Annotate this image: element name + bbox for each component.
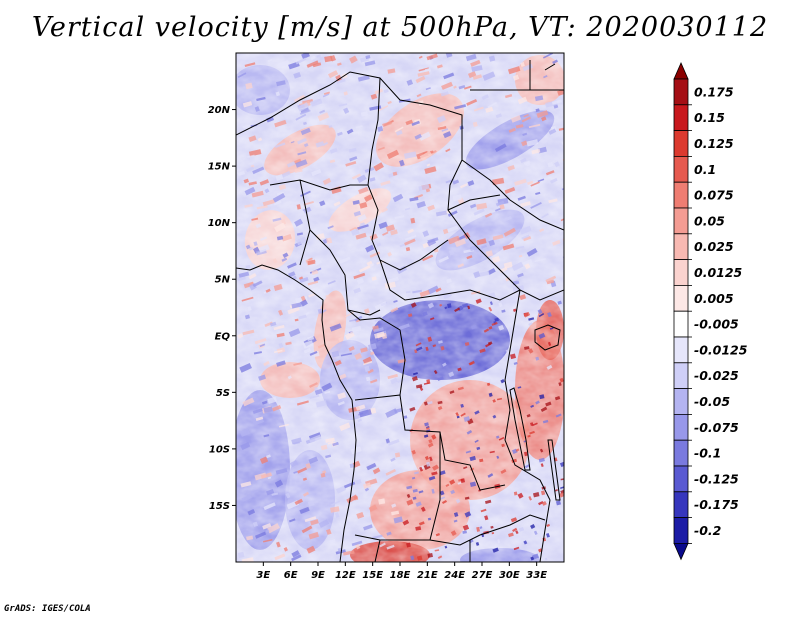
border-botswana	[374, 539, 471, 562]
border-cameroon	[309, 229, 381, 316]
lon-tick-label: 21E	[417, 570, 438, 581]
lon-tick-label: 24E	[444, 570, 465, 581]
colorbar-swatch	[673, 362, 689, 389]
colorbar-swatch	[673, 259, 689, 286]
lon-tick-label: 30E	[499, 570, 520, 581]
colorbar-swatch	[673, 439, 689, 467]
colorbar-swatch	[673, 491, 689, 518]
border-zambia-south	[429, 514, 546, 546]
colorbar-label: 0.175	[694, 84, 734, 99]
colorbar-label: 0.1	[694, 162, 716, 177]
colorbar-swatch	[673, 413, 689, 441]
lat-tick-label: 5N	[215, 275, 231, 286]
lon-tick-label: 9E	[311, 570, 325, 581]
colorbar-label: -0.175	[694, 497, 739, 512]
colorbar-swatch	[673, 78, 689, 106]
plot-title: Vertical velocity [m/s] at 500hPa, VT: 2…	[31, 12, 769, 43]
colorbar-label: -0.075	[694, 420, 739, 435]
vertical-velocity-field	[236, 53, 564, 562]
border-mozambique	[539, 499, 551, 562]
colorbar-label: -0.025	[694, 368, 739, 383]
colorbar-swatch	[673, 388, 689, 415]
lat-tick-label: 20N	[208, 105, 231, 116]
border-northeast	[470, 60, 564, 91]
lake-tanganyika	[509, 387, 531, 471]
colorbar-label: 0.05	[694, 213, 725, 228]
colorbar-label: -0.005	[694, 317, 739, 332]
lat-tick-label: 5S	[216, 388, 230, 399]
grads-credit: GrADS: IGES/COLA	[4, 604, 91, 614]
lon-tick-label: 12E	[335, 570, 356, 581]
border-drc-east	[504, 289, 551, 501]
colorbar-swatch	[673, 181, 689, 209]
colorbar: 0.175 0.15 0.125 0.1 0.075 0.05 0.025 0.0125 0.0…	[673, 62, 748, 561]
colorbar-swatch	[673, 233, 689, 261]
border-east	[447, 159, 564, 231]
colorbar-top-arrow	[673, 62, 689, 80]
colorbar-bottom-arrow	[673, 543, 689, 561]
lon-tick-label: 6E	[284, 570, 298, 581]
lake-malawi	[547, 439, 561, 501]
lat-tick-label: EQ	[215, 331, 231, 342]
colorbar-label: -0.2	[694, 523, 721, 538]
colorbar-swatch	[673, 155, 689, 183]
lat-tick-label: 15N	[208, 162, 231, 173]
colorbar-label: -0.0125	[694, 342, 748, 357]
lat-tick-label: 10N	[208, 218, 231, 229]
colorbar-swatch	[673, 207, 689, 235]
border-sahel	[236, 71, 564, 301]
colorbar-label: -0.125	[694, 471, 739, 486]
border-chad	[367, 77, 449, 271]
colorbar-swatch	[673, 104, 689, 132]
lat-tick-label: 15S	[209, 501, 230, 512]
colorbar-swatch	[673, 284, 689, 312]
colorbar-label: 0.025	[694, 239, 734, 254]
colorbar-label: -0.1	[694, 446, 721, 461]
colorbar-swatch	[673, 465, 689, 493]
lon-tick-label: 18E	[390, 570, 411, 581]
lat-tick-label: 10S	[209, 444, 230, 455]
longitude-axis: 3E 6E 9E 12E 15E 18E 21E 24E 27E 30E 33E	[256, 562, 547, 581]
lon-tick-label: 33E	[526, 570, 547, 581]
colorbar-swatch	[673, 310, 689, 338]
colorbar-swatch	[673, 517, 689, 544]
lake-victoria	[534, 324, 561, 351]
lon-tick-label: 3E	[256, 570, 270, 581]
colorbar-label: -0.05	[694, 394, 730, 409]
colorbar-swatch	[673, 130, 689, 157]
coastline-west	[236, 264, 357, 562]
colorbar-label: 0.075	[694, 188, 734, 203]
lon-tick-label: 27E	[472, 570, 493, 581]
colorbar-label: 0.005	[694, 291, 734, 306]
latitude-axis: 20N 15N 10N 5N EQ 5S 10S 15S	[208, 105, 236, 512]
border-angola-zambia	[354, 432, 441, 541]
border-car	[379, 259, 521, 301]
colorbar-label: 0.15	[694, 110, 725, 125]
border-drc-south	[399, 394, 506, 491]
colorbar-swatch	[673, 336, 689, 364]
lon-tick-label: 15E	[362, 570, 383, 581]
colorbar-label: 0.125	[694, 136, 734, 151]
colorbar-label: 0.0125	[694, 265, 743, 280]
country-borders	[236, 60, 564, 562]
